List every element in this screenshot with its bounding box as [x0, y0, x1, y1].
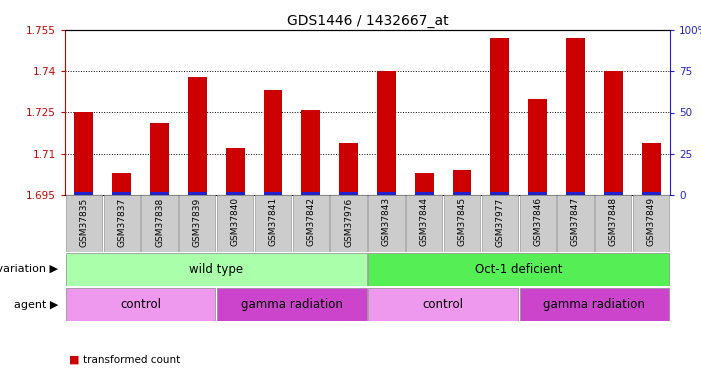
- Text: GSM37841: GSM37841: [268, 197, 278, 246]
- Text: agent ▶: agent ▶: [13, 300, 58, 309]
- Bar: [566, 192, 585, 195]
- Text: GSM37849: GSM37849: [646, 197, 655, 246]
- Text: GSM37837: GSM37837: [117, 197, 126, 246]
- Bar: [453, 192, 472, 195]
- Bar: [444, 195, 480, 252]
- Bar: [368, 253, 669, 286]
- Bar: [368, 288, 518, 321]
- Bar: [604, 192, 622, 195]
- Bar: [142, 195, 177, 252]
- Bar: [74, 192, 93, 195]
- Bar: [66, 253, 367, 286]
- Text: GSM37847: GSM37847: [571, 197, 580, 246]
- Bar: [74, 112, 93, 195]
- Bar: [641, 143, 660, 195]
- Bar: [377, 71, 396, 195]
- Bar: [595, 195, 632, 252]
- Bar: [179, 195, 215, 252]
- Text: GSM37844: GSM37844: [420, 197, 429, 246]
- Text: control: control: [423, 298, 463, 311]
- Bar: [330, 195, 367, 252]
- Text: Oct-1 deficient: Oct-1 deficient: [475, 263, 562, 276]
- Text: GSM37843: GSM37843: [382, 197, 391, 246]
- Bar: [150, 192, 169, 195]
- Bar: [528, 99, 547, 195]
- Text: GSM37839: GSM37839: [193, 197, 202, 246]
- Text: wild type: wild type: [189, 263, 243, 276]
- Bar: [453, 170, 472, 195]
- Text: genotype/variation ▶: genotype/variation ▶: [0, 264, 58, 274]
- Bar: [339, 143, 358, 195]
- Bar: [301, 192, 320, 195]
- Bar: [112, 173, 131, 195]
- Bar: [406, 195, 442, 252]
- Title: GDS1446 / 1432667_at: GDS1446 / 1432667_at: [287, 13, 449, 28]
- Bar: [226, 148, 245, 195]
- Text: control: control: [120, 298, 161, 311]
- Bar: [557, 195, 594, 252]
- Bar: [66, 288, 215, 321]
- Bar: [377, 192, 396, 195]
- Bar: [292, 195, 329, 252]
- Bar: [519, 195, 556, 252]
- Bar: [491, 192, 510, 195]
- Bar: [482, 195, 518, 252]
- Text: GSM37976: GSM37976: [344, 197, 353, 246]
- Text: GSM37977: GSM37977: [496, 197, 504, 246]
- Bar: [368, 195, 404, 252]
- Text: GSM37845: GSM37845: [458, 197, 467, 246]
- Bar: [415, 173, 434, 195]
- Text: GSM37848: GSM37848: [608, 197, 618, 246]
- Bar: [641, 192, 660, 195]
- Bar: [491, 38, 510, 195]
- Text: GSM37838: GSM37838: [155, 197, 164, 246]
- Bar: [415, 192, 434, 195]
- Bar: [188, 77, 207, 195]
- Bar: [217, 195, 253, 252]
- Text: GSM37842: GSM37842: [306, 197, 315, 246]
- Text: gamma radiation: gamma radiation: [543, 298, 646, 311]
- Text: GSM37835: GSM37835: [79, 197, 88, 246]
- Bar: [604, 71, 622, 195]
- Bar: [301, 110, 320, 195]
- Bar: [217, 288, 367, 321]
- Bar: [528, 192, 547, 195]
- Bar: [566, 38, 585, 195]
- Bar: [150, 123, 169, 195]
- Bar: [339, 192, 358, 195]
- Text: GSM37846: GSM37846: [533, 197, 542, 246]
- Bar: [255, 195, 291, 252]
- Bar: [112, 192, 131, 195]
- Bar: [188, 192, 207, 195]
- Text: ■: ■: [69, 355, 79, 365]
- Bar: [264, 192, 283, 195]
- Bar: [226, 192, 245, 195]
- Bar: [519, 288, 669, 321]
- Bar: [104, 195, 140, 252]
- Text: gamma radiation: gamma radiation: [241, 298, 343, 311]
- Bar: [66, 195, 102, 252]
- Text: transformed count: transformed count: [83, 355, 179, 365]
- Text: GSM37840: GSM37840: [231, 197, 240, 246]
- Bar: [264, 90, 283, 195]
- Bar: [633, 195, 669, 252]
